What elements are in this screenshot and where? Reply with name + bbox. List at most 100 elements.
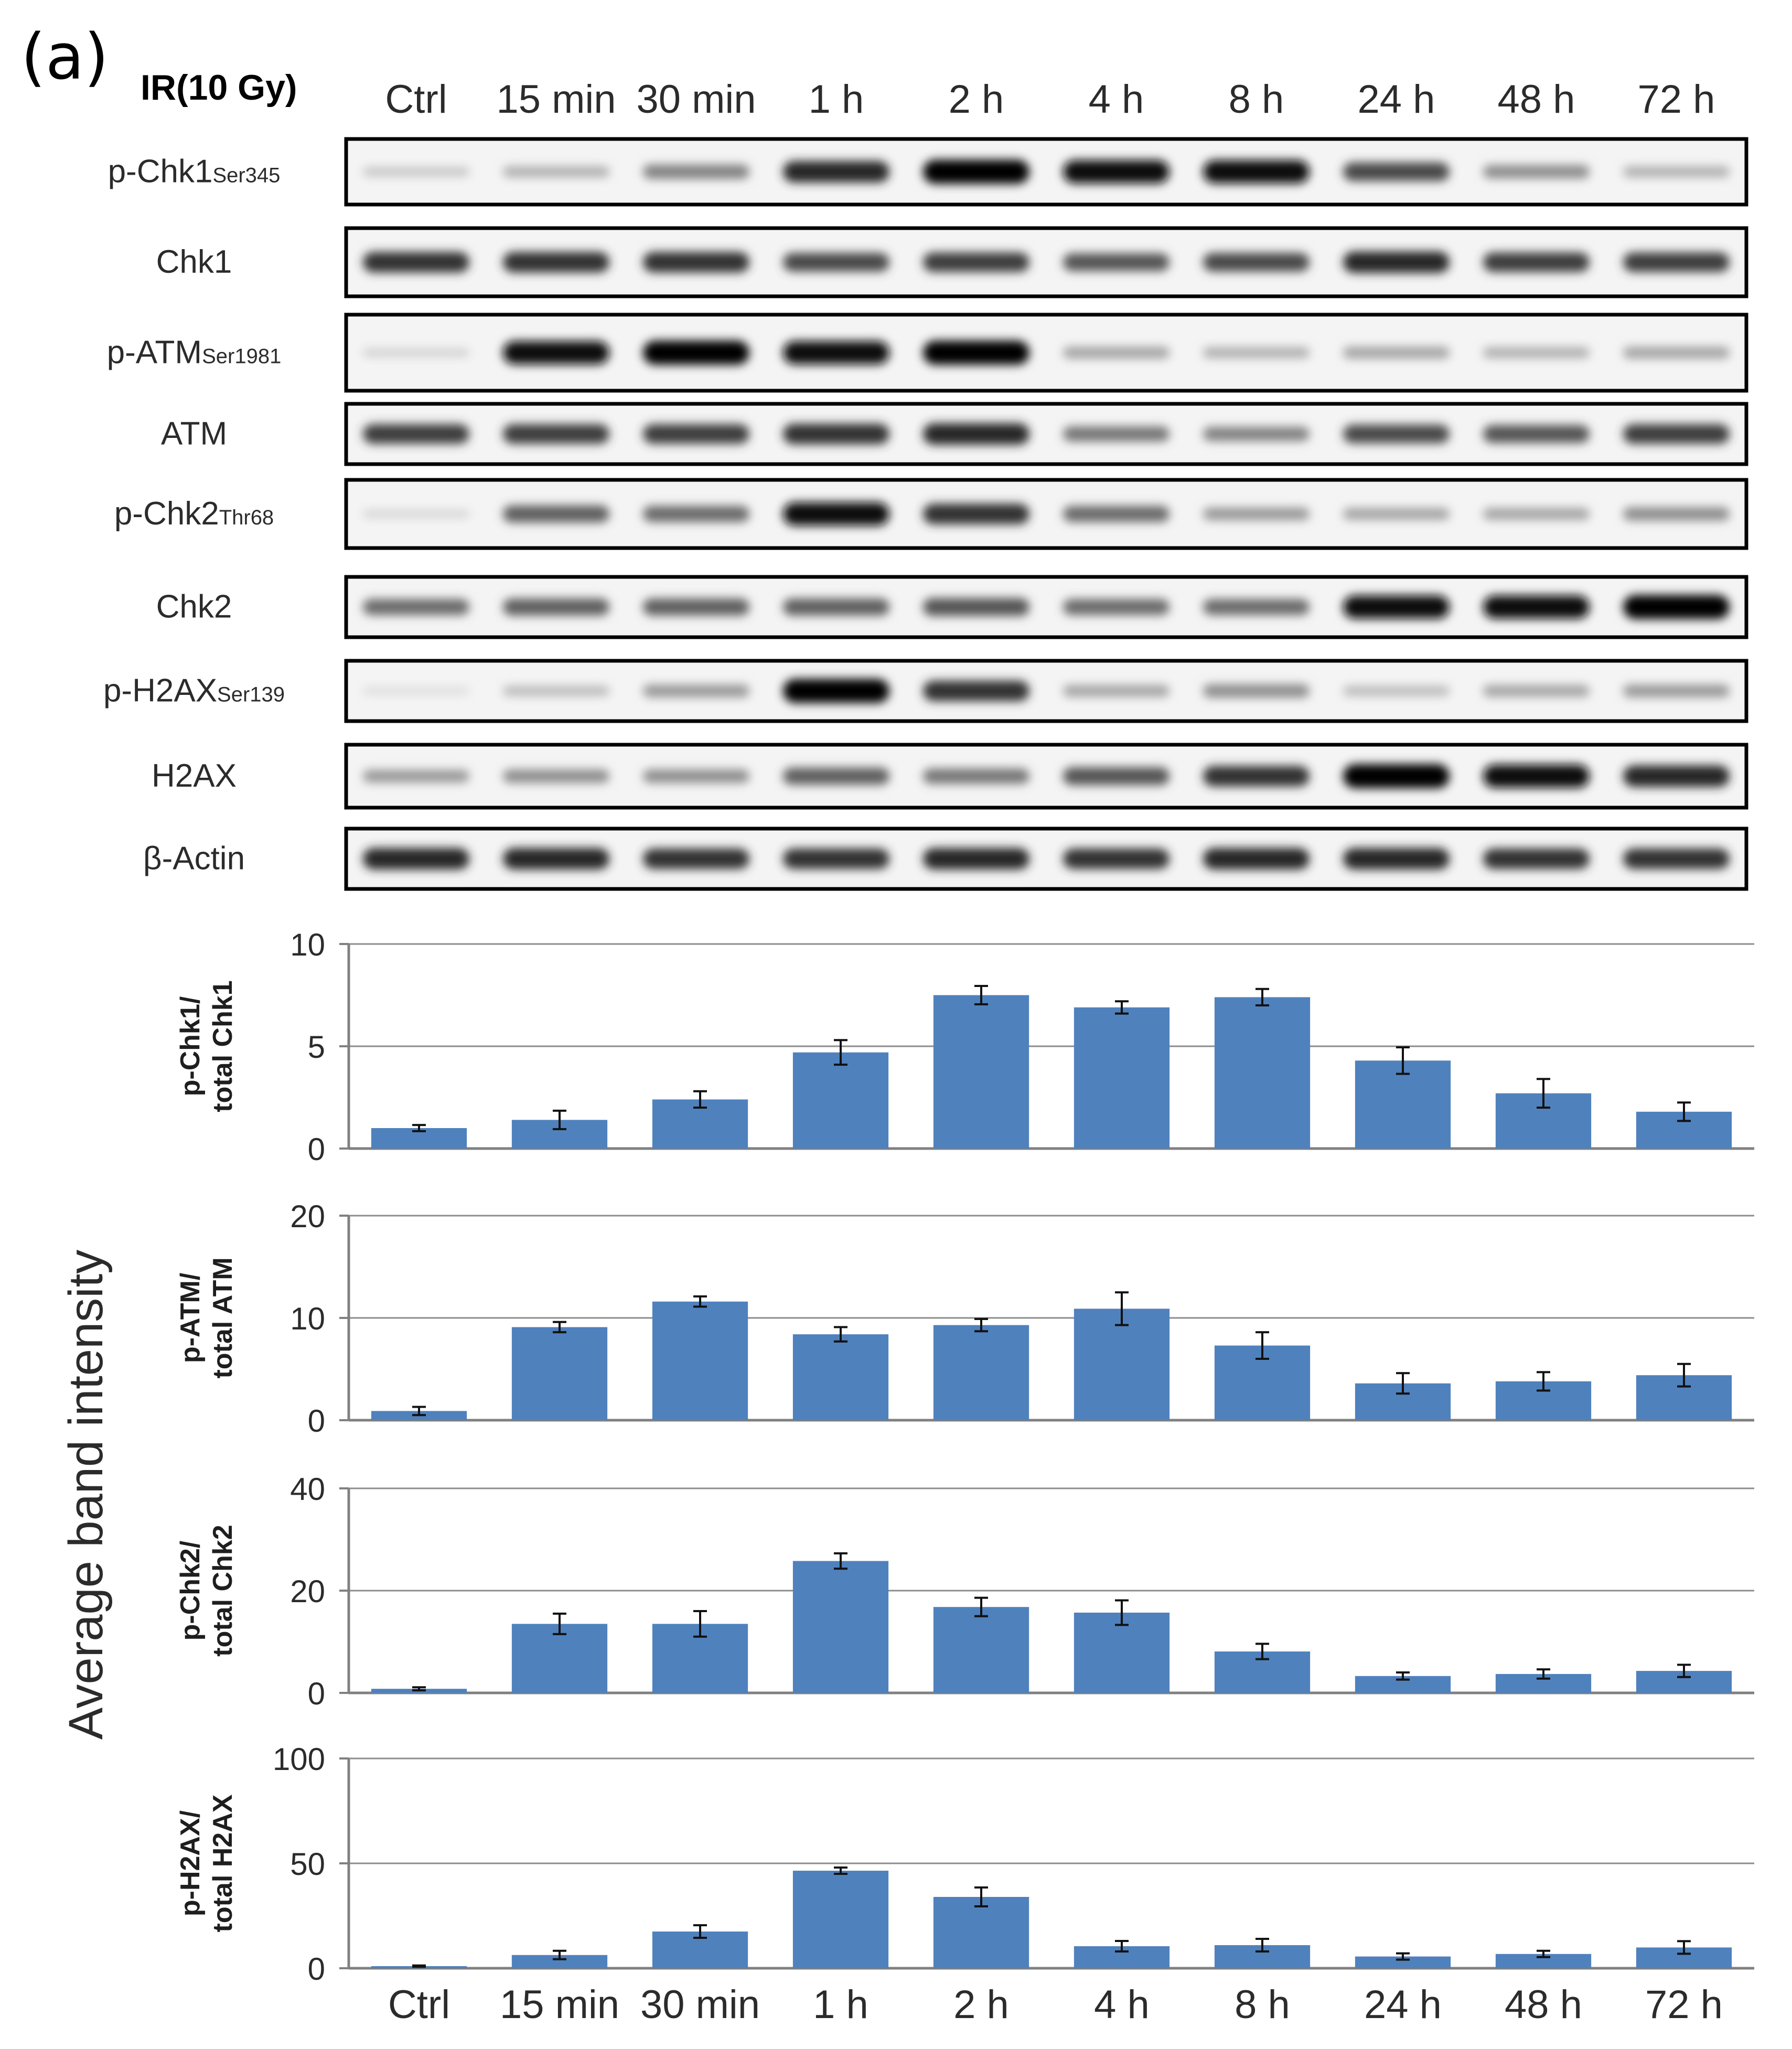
y-tick-label-10: 10: [290, 1301, 325, 1336]
blot-band-h2ax-ctrl: [363, 770, 469, 782]
blot-band-p-chk2-24-h: [1343, 508, 1450, 520]
protein-label-p-atm: p-ATMSer1981: [107, 335, 282, 371]
blot-band-p-chk2-ctrl: [363, 510, 469, 518]
blot-band-h2ax-4-h: [1063, 767, 1169, 786]
blot-band-chk1-15-min: [503, 252, 609, 273]
chart-4: 0 50 100 p-H2AX/total H2AX: [175, 1742, 1754, 1987]
y-tick-label-40: 40: [290, 1472, 325, 1507]
top-lane-label-24-h: 24 h: [1358, 77, 1435, 122]
top-lane-label-8-h: 8 h: [1229, 77, 1284, 122]
protein-modification: Ser139: [217, 683, 285, 706]
blot-band-atm-72-h: [1623, 424, 1730, 444]
blot-row-p-chk1: p-Chk1Ser345: [108, 137, 1748, 207]
blot-band-chk2-24-h: [1343, 595, 1450, 619]
bar-1-h: [792, 1561, 889, 1693]
blot-band-chk1-30-min: [643, 252, 749, 273]
bar-1-h: [792, 1052, 889, 1149]
blot-row-chk1: Chk1: [156, 226, 1748, 298]
blot-band-p-h2ax-8-h: [1203, 684, 1310, 698]
x-tick-label-1-h: 1 h: [813, 1982, 868, 2027]
blot-band-p-chk1-4-h: [1063, 160, 1169, 184]
protein-label-p-chk2: p-Chk2Thr68: [114, 496, 274, 532]
blot-band-chk1-4-h: [1063, 253, 1169, 272]
bar-2-h: [933, 1325, 1029, 1420]
x-tick-label-2-h: 2 h: [953, 1982, 1009, 2027]
y-label-line-1: p-H2AX/: [175, 1810, 206, 1916]
bar-4-h: [1074, 1612, 1170, 1693]
top-lane-label-48-h: 48 h: [1498, 77, 1575, 122]
bar-2-h: [933, 1897, 1029, 1968]
x-tick-label-24-h: 24 h: [1364, 1982, 1442, 2027]
y-label-line-1: p-ATM/: [175, 1273, 206, 1363]
protein-name: H2AX: [152, 758, 237, 794]
y-label-line-1: p-Chk1/: [175, 996, 206, 1097]
blot-band-p-h2ax-4-h: [1063, 685, 1169, 697]
blot-band-actin-24-h: [1343, 848, 1450, 870]
blot-band-p-chk2-4-h: [1063, 506, 1169, 522]
blot-band-actin-8-h: [1203, 848, 1310, 870]
protein-modification: Ser345: [212, 164, 280, 187]
blot-band-h2ax-30-min: [643, 769, 749, 783]
y-tick-label-0: 0: [308, 1132, 325, 1167]
bar-1-h: [792, 1334, 889, 1420]
blot-band-chk2-30-min: [643, 598, 749, 616]
bar-15-min: [511, 1624, 608, 1693]
y-tick-label-100: 100: [273, 1742, 325, 1777]
protein-label-actin: β-Actin: [143, 841, 245, 877]
blot-band-p-chk1-24-h: [1343, 162, 1450, 181]
top-lane-label-1-h: 1 h: [809, 77, 864, 122]
blot-band-h2ax-15-min: [503, 769, 609, 783]
blot-band-p-h2ax-30-min: [643, 684, 749, 698]
y-label-line-2: total Chk1: [208, 980, 238, 1112]
blot-band-chk2-ctrl: [363, 599, 469, 615]
protein-name: p-Chk2: [114, 496, 219, 532]
y-label-line-2: total ATM: [208, 1257, 238, 1378]
y-label-line-2: total H2AX: [208, 1794, 238, 1932]
blot-band-chk2-72-h: [1623, 595, 1730, 619]
x-tick-label-4-h: 4 h: [1094, 1982, 1150, 2027]
blot-band-chk1-1-h: [783, 253, 889, 272]
y-tick-label-50: 50: [290, 1847, 325, 1882]
protein-modification: Thr68: [219, 506, 274, 529]
x-tick-label-30-min: 30 min: [640, 1982, 760, 2027]
protein-name: p-ATM: [107, 335, 202, 371]
blot-band-atm-ctrl: [363, 424, 469, 444]
blot-band-p-h2ax-15-min: [503, 686, 609, 696]
blot-band-atm-30-min: [643, 424, 749, 444]
panel-label: (a): [21, 21, 109, 94]
blot-band-p-atm-72-h: [1623, 347, 1730, 359]
blot-band-chk1-48-h: [1483, 252, 1590, 272]
blot-band-chk2-2-h: [923, 598, 1029, 616]
y-axis-title: Average band intensity: [59, 1250, 113, 1740]
blot-band-chk2-1-h: [783, 598, 889, 616]
protein-label-p-chk1: p-Chk1Ser345: [108, 154, 281, 190]
chart-1: 0 5 10 p-Chk1/total Chk1: [175, 927, 1754, 1167]
blot-band-actin-2-h: [923, 848, 1029, 870]
top-lane-label-72-h: 72 h: [1638, 77, 1715, 122]
blot-band-p-h2ax-2-h: [923, 680, 1029, 702]
protein-modification: Ser1981: [202, 345, 281, 368]
bar-8-h: [1214, 997, 1311, 1149]
bar-charts: 0 5 10 p-Chk1/total Chk1 0 10 20 p-ATM/total AT…: [175, 927, 1754, 1987]
chart-y-label: p-H2AX/total H2AX: [175, 1794, 238, 1932]
top-lane-label-30-min: 30 min: [636, 77, 756, 122]
blot-band-p-atm-15-min: [503, 341, 609, 364]
blot-band-chk2-15-min: [503, 598, 609, 616]
blot-band-chk1-ctrl: [363, 252, 469, 273]
protein-name: p-Chk1: [108, 154, 213, 190]
blot-band-h2ax-2-h: [923, 768, 1029, 784]
blot-row-p-atm: p-ATMSer1981: [107, 313, 1748, 393]
blot-band-p-atm-8-h: [1203, 347, 1310, 358]
protein-label-p-h2ax: p-H2AXSer139: [103, 673, 285, 709]
blot-band-p-chk1-15-min: [503, 166, 609, 177]
blot-band-atm-2-h: [923, 423, 1029, 445]
blot-band-p-chk2-48-h: [1483, 508, 1590, 520]
blot-band-atm-1-h: [783, 423, 889, 445]
protein-label-chk1: Chk1: [156, 244, 232, 280]
top-lane-labels: Ctrl 15 min 30 min 1 h 2 h 4 h 8 h 24 h 48 h 72 h: [385, 77, 1715, 122]
y-label-line-1: p-Chk2/: [175, 1541, 206, 1641]
blot-band-actin-1-h: [783, 848, 889, 870]
blot-band-p-atm-4-h: [1063, 347, 1169, 359]
bar-4-h: [1074, 1007, 1170, 1149]
